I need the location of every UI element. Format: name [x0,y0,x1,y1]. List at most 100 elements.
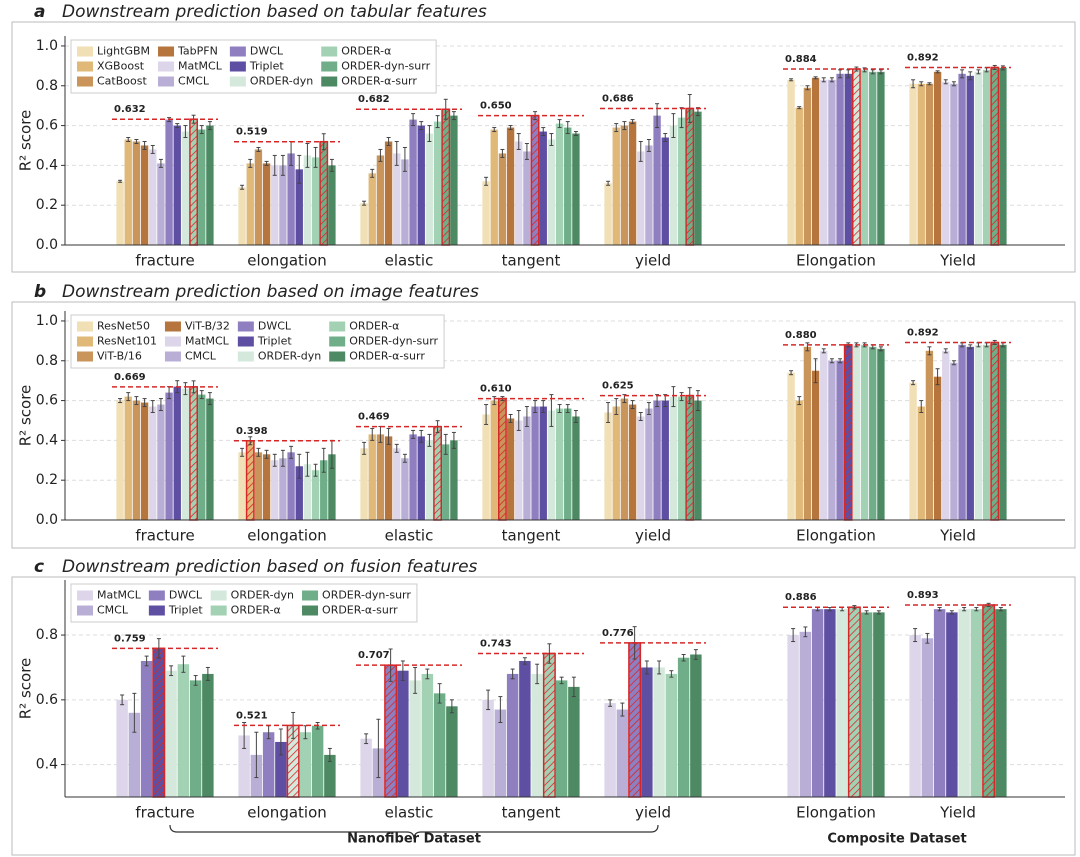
bar [238,735,250,797]
bar [384,436,393,520]
x-tick-label: elastic [385,252,434,270]
bar [616,709,629,797]
bar [661,400,669,520]
bar [140,660,153,797]
x-tick-label: yield [635,252,671,270]
best-label: 0.632 [114,104,146,115]
bar [999,344,1007,520]
bar [498,153,507,245]
bar [787,79,795,246]
bar [328,165,336,245]
panel-title: Downstream prediction based on image fea… [62,282,479,302]
legend-swatch [77,46,93,57]
bar [933,376,942,520]
hatch [543,653,556,797]
bar [490,400,498,520]
legend-label: ResNet101 [97,335,157,348]
bar [254,149,263,245]
bar [177,664,190,797]
bar [531,673,543,797]
hatch [686,108,694,245]
bar [401,458,409,520]
bar [694,111,702,245]
bar [828,360,836,520]
bar [933,609,946,797]
y-tick-label: 0.4 [36,757,58,773]
legend-swatch [158,61,175,72]
bar [836,360,844,520]
bar [299,732,312,797]
hatch [848,607,861,797]
bar [140,145,149,245]
legend-swatch [148,590,165,601]
bar [958,344,966,520]
panel-label: a [34,2,45,22]
bar [925,350,934,520]
hatch [844,344,852,520]
bar [311,157,320,245]
legend-label: Triplet [249,60,284,73]
bar [820,79,828,246]
bar [869,71,877,245]
bar [653,400,661,520]
bar [157,404,165,520]
best-label: 0.884 [785,54,817,65]
bar [311,470,320,520]
bar [641,667,653,797]
bar [620,125,629,245]
best-label: 0.650 [480,101,512,112]
bar [568,686,580,797]
bar [860,69,869,245]
legend-label: ResNet50 [97,320,150,333]
bar [132,141,141,245]
bar [645,145,653,245]
legend-label: DWCL [258,320,292,333]
x-tick-label: elongation [247,527,327,545]
bar [238,452,246,520]
bar [531,406,539,520]
bar [482,699,494,797]
bar [271,460,279,520]
bar [637,151,645,245]
x-tick-label: yield [635,804,671,822]
y-axis-label: R² score [17,385,35,447]
bar [425,440,434,520]
bar [555,680,568,797]
bar [555,123,564,245]
best-label: 0.519 [236,127,268,138]
best-label: 0.682 [358,94,390,105]
bar [787,635,799,797]
legend: ResNet50 ResNet101 ViT-B/16 ViT-B/32 MatMCL C… [70,314,445,369]
legend-label: Triplet [168,604,203,617]
bar [409,680,421,797]
legend-swatch [77,76,93,87]
hatch [320,141,328,245]
y-tick-label: 0.6 [36,692,58,708]
bar [824,609,836,797]
x-tick-label: fracture [135,527,194,545]
hatch [686,395,694,520]
bar [320,460,328,520]
bar [116,181,124,245]
bar [787,372,795,520]
legend-swatch [237,321,254,332]
hatch [442,109,450,245]
bar [393,153,401,245]
legend-box [70,39,437,94]
legend-label: ORDER-dyn [258,350,321,363]
bar [637,416,645,520]
bar [157,163,165,245]
legend-swatch [77,605,93,616]
legend-label: TabPFN [177,45,218,58]
bar [958,609,970,797]
bar [950,362,958,520]
panel-border [11,21,1076,273]
best-label: 0.669 [114,372,146,383]
best-label: 0.776 [602,628,634,639]
bar [173,125,181,245]
bar [262,732,275,797]
bar [132,400,141,520]
x-tick-label: tangent [502,252,561,270]
bar [279,165,287,245]
legend-label: ORDER-α [349,320,399,333]
